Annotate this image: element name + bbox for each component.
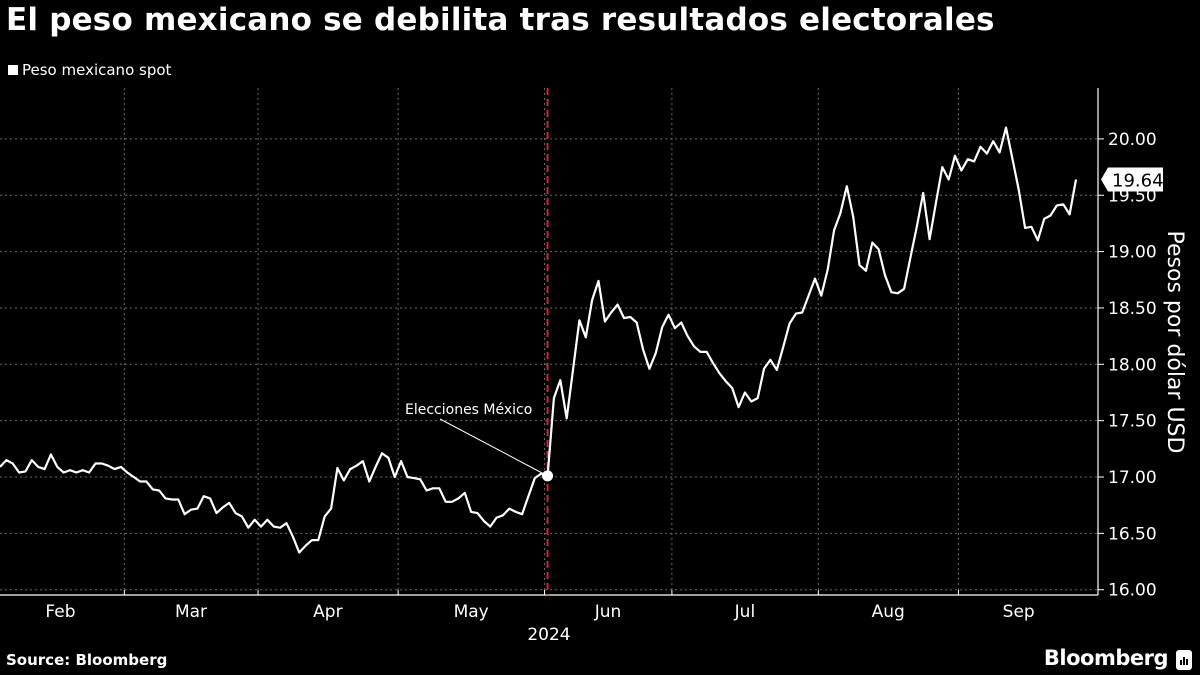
y-tick-label: 19.00 [1108, 243, 1157, 263]
y-tick-label: 16.00 [1108, 581, 1157, 601]
y-tick-label: 18.00 [1108, 355, 1157, 375]
x-tick-label: Feb [45, 602, 75, 622]
series-line-peso-spot [0, 126, 1078, 554]
y-tick-label: 18.50 [1108, 299, 1157, 319]
y-tick-label: 17.00 [1108, 468, 1157, 488]
annotation-leader-line [439, 418, 548, 477]
annotation-label: Elecciones México [405, 402, 532, 418]
last-value-label: 19.64 [1112, 170, 1164, 191]
y-tick-label: 17.50 [1108, 412, 1157, 432]
x-tick-label: Jul [734, 602, 756, 622]
source-note: Source: Bloomberg [6, 651, 168, 669]
annotation-marker [542, 470, 554, 482]
y-axis-title: Pesos por dólar USD [1162, 231, 1187, 454]
legend-label: Peso mexicano spot [22, 61, 172, 79]
x-tick-label: Mar [175, 602, 207, 622]
x-tick-label: Sep [1003, 602, 1035, 622]
x-tick-label: May [454, 602, 489, 622]
chart-title: El peso mexicano se debilita tras result… [6, 2, 995, 38]
x-tick-label: Apr [313, 602, 342, 622]
last-value-badge [1101, 167, 1163, 192]
x-tick-label: Aug [872, 602, 905, 622]
y-tick-label: 16.50 [1108, 524, 1157, 544]
bloomberg-logo: Bloomberg [1043, 646, 1169, 670]
legend: Peso mexicano spot [8, 61, 171, 79]
bloomberg-chart-icon [1176, 650, 1192, 670]
y-tick-label: 20.00 [1108, 130, 1157, 150]
legend-swatch [8, 65, 18, 75]
x-tick-label: Jun [594, 602, 622, 622]
x-axis-title: 2024 [527, 625, 570, 645]
y-tick-label: 19.50 [1108, 186, 1157, 206]
